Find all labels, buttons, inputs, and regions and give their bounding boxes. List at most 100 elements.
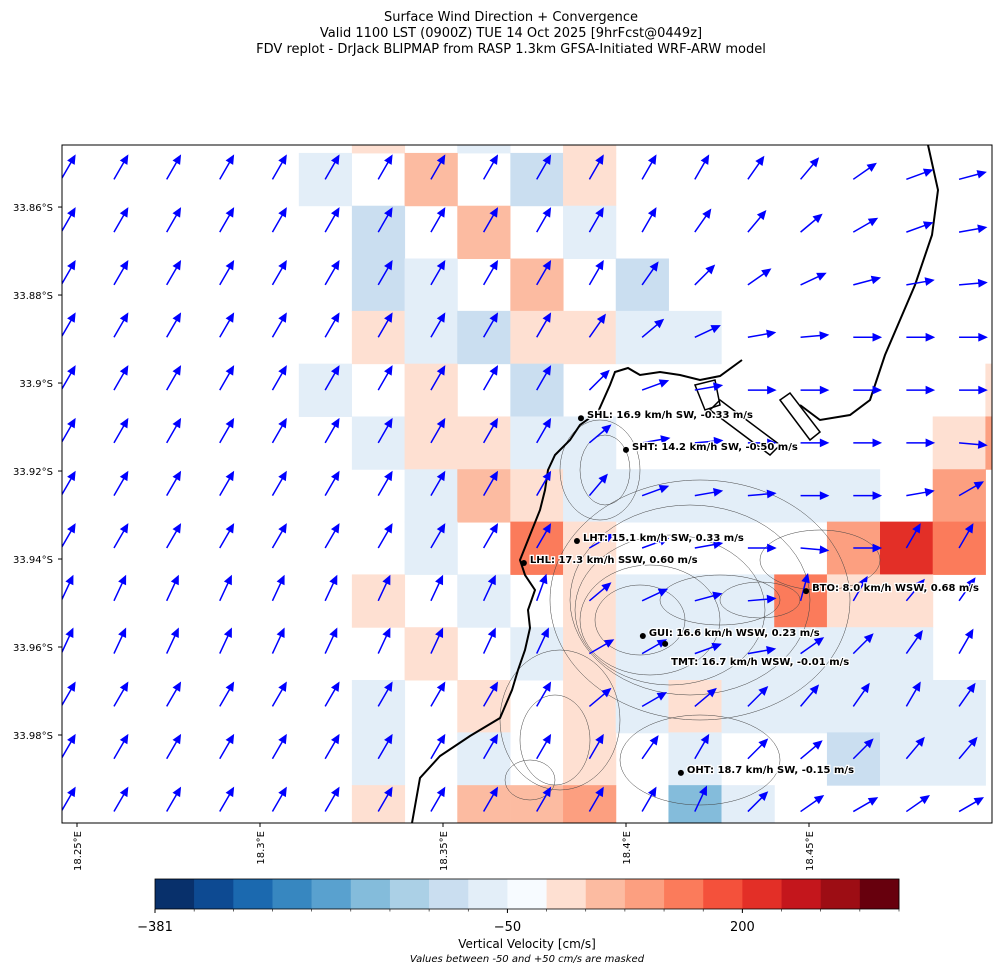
wind-arrow <box>324 627 338 654</box>
wind-arrow <box>588 154 604 180</box>
wind-arrow <box>747 210 767 233</box>
vv-cell <box>351 310 406 365</box>
wind-arrow <box>536 786 552 812</box>
wind-arrow <box>641 207 657 233</box>
y-tick-label: 33.88°S <box>13 291 53 302</box>
colorbar-segment <box>546 879 587 909</box>
wind-arrow <box>324 574 338 602</box>
wind-arrow <box>165 627 179 654</box>
wind-arrow <box>219 681 235 707</box>
wind-arrow <box>324 733 340 760</box>
wind-arrow <box>430 154 446 180</box>
wind-arrow <box>430 733 446 760</box>
wind-arrow <box>219 627 232 654</box>
wind-arrow <box>536 365 552 391</box>
wind-arrow <box>219 154 235 180</box>
station-marker <box>573 537 580 544</box>
wind-arrow <box>271 470 287 497</box>
wind-arrow <box>536 523 552 549</box>
wind-arrow <box>271 681 287 707</box>
wind-arrow <box>166 733 182 760</box>
wind-arrow <box>113 312 129 338</box>
vv-cell <box>563 469 617 523</box>
vv-cell <box>457 205 511 260</box>
station-marker <box>520 559 527 566</box>
wind-arrow <box>62 733 76 759</box>
vv-cell <box>457 785 511 823</box>
wind-arrow <box>694 687 717 707</box>
wind-arrow <box>800 213 823 233</box>
wind-arrow <box>641 735 659 760</box>
wind-arrow <box>589 639 615 655</box>
wind-arrow <box>536 259 552 286</box>
colorbar-segment <box>585 879 626 909</box>
vv-cell <box>351 680 406 734</box>
vv-cell <box>826 574 881 628</box>
wind-arrow <box>62 154 76 180</box>
colorbar: −381 −50 200 <box>137 878 900 935</box>
colorbar-segment <box>233 879 273 909</box>
station-marker <box>803 588 810 595</box>
wind-arrow <box>482 523 499 549</box>
wind-arrow <box>588 424 612 444</box>
wind-arrow <box>747 155 765 180</box>
colorbar-segment <box>507 879 547 909</box>
vv-cell <box>404 469 458 523</box>
wind-arrow <box>377 470 393 497</box>
vv-cell <box>615 258 669 312</box>
wind-arrow <box>62 312 76 338</box>
wind-arrow <box>694 208 712 233</box>
map-frame <box>61 144 993 824</box>
wind-arrow <box>482 574 496 602</box>
vv-cell <box>774 680 828 734</box>
vv-cell <box>457 145 511 154</box>
wind-arrow <box>906 168 934 181</box>
vv-cell <box>721 785 775 823</box>
wind-arrow <box>430 627 444 654</box>
wind-arrow <box>62 523 76 549</box>
vv-cell <box>510 785 564 823</box>
vv-cell <box>457 574 511 628</box>
wind-arrow <box>377 259 393 286</box>
vv-cell <box>510 416 564 470</box>
wind-arrow <box>113 786 129 812</box>
wind-arrow <box>588 786 604 812</box>
colorbar-tick-label: −50 <box>494 920 521 935</box>
x-tick-label: 18.3°E <box>256 831 267 865</box>
wind-arrow <box>430 365 446 391</box>
wind-arrow <box>377 207 393 233</box>
wind-arrow <box>377 312 393 338</box>
vv-cell <box>510 363 564 417</box>
vv-cell <box>457 680 511 734</box>
wind-arrow <box>113 417 129 444</box>
wind-arrow <box>641 261 659 286</box>
wind-arrow <box>535 573 548 602</box>
y-tick-label: 33.94°S <box>13 555 53 566</box>
wind-arrow <box>958 170 987 181</box>
wind-arrow <box>165 574 179 602</box>
vv-cell <box>932 521 986 575</box>
wind-arrow <box>958 736 978 760</box>
vv-cell <box>563 205 617 260</box>
colorbar-frame <box>154 878 900 910</box>
wind-arrow <box>906 385 936 395</box>
station-label: LHT: 15.1 km/h SW, 0.33 m/s <box>583 533 744 544</box>
wind-arrow <box>959 332 988 342</box>
vv-cell <box>351 258 406 312</box>
wind-arrow <box>906 332 936 342</box>
wind-arrow <box>958 523 974 549</box>
wind-arrow <box>852 738 874 760</box>
wind-arrow <box>482 259 499 286</box>
station-label: SHT: 14.2 km/h SW, -0.50 m/s <box>632 442 798 453</box>
wind-arrow <box>324 417 340 444</box>
wind-arrow <box>852 633 874 655</box>
wind-arrow <box>482 312 499 338</box>
wind-arrow <box>324 681 340 707</box>
vv-cell <box>563 310 617 365</box>
vv-cell <box>457 469 511 523</box>
wind-arrow <box>588 473 608 497</box>
station-label: OHT: 18.7 km/h SW, -0.15 m/s <box>687 765 854 776</box>
wind-arrow <box>747 489 777 499</box>
wind-arrow <box>377 523 393 549</box>
wind-arrow <box>271 154 287 180</box>
